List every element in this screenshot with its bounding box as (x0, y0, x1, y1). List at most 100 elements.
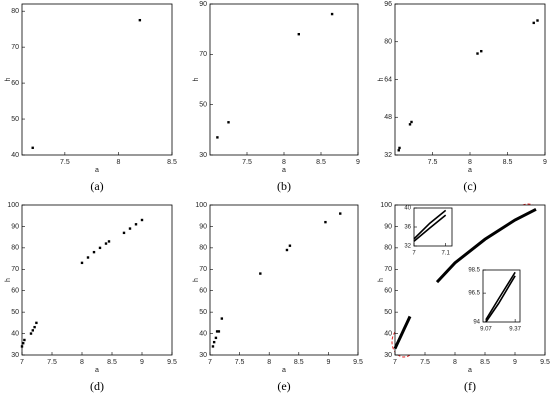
point (23, 338, 26, 342)
curve (485, 271, 516, 321)
point (227, 121, 230, 124)
x-tick-label: 9 (513, 359, 517, 366)
panel: 7.5 8 8.5 9 32 48 64 80 96 a h (c) (378, 1, 547, 193)
inset: 9.07 9.37 94 96.5 98.5 (468, 268, 521, 333)
y-tick-label: 32 (404, 244, 411, 250)
y-tick-label: 96.5 (468, 291, 480, 297)
point (22, 342, 25, 345)
y-tick-label: 80 (11, 8, 19, 15)
y-axis-label: h (378, 278, 385, 282)
panel-caption: (e) (277, 379, 290, 393)
point (285, 248, 289, 252)
y-tick-label: 94 (473, 320, 480, 326)
x-tick-label: 8 (453, 359, 457, 366)
y-tick-label: 30 (199, 352, 207, 359)
plot-frame (209, 204, 359, 356)
x-tick-label: 8.5 (107, 359, 117, 366)
point (29, 332, 33, 335)
y-tick-label: 70 (11, 44, 19, 51)
x-tick-label: 8 (116, 159, 120, 166)
y-tick-label: 60 (11, 288, 19, 295)
x-tick-label: 7.5 (420, 359, 430, 366)
curve (413, 214, 447, 242)
point (297, 33, 300, 36)
y-tick-label: 80 (199, 245, 207, 252)
x-tick-label: 7.5 (242, 159, 252, 166)
panel-caption: (a) (90, 179, 103, 193)
x-tick-label: 9 (543, 159, 547, 166)
point (216, 136, 219, 139)
x-tick-label: 9 (356, 159, 360, 166)
point (288, 244, 292, 247)
y-tick-label: 100 (195, 202, 207, 209)
y-tick-label: 60 (11, 80, 19, 87)
point (408, 123, 412, 126)
y-tick-label: 50 (11, 309, 19, 316)
curve (485, 275, 516, 323)
point (398, 146, 401, 150)
x-tick-label: 8 (267, 359, 271, 366)
x-tick-label: 9.37 (509, 327, 521, 333)
y-tick-label: 40 (404, 206, 411, 212)
x-tick-label: 8.5 (480, 359, 490, 366)
y-tick-label: 70 (11, 266, 19, 273)
x-tick-label: 9.5 (167, 359, 177, 366)
plot-frame (394, 3, 546, 156)
point (92, 250, 96, 254)
panel: 7 7.5 8 8.5 9 9.5 30 40 50 60 70 80 90 100 a h (e) (193, 202, 363, 393)
point (215, 330, 219, 333)
y-tick-label: 80 (11, 245, 19, 252)
point (214, 336, 218, 340)
point (31, 329, 34, 332)
y-tick-label: 30 (384, 352, 392, 359)
y-tick-label: 90 (384, 223, 392, 230)
point (211, 345, 215, 348)
point (134, 223, 138, 226)
point (86, 256, 90, 259)
panel: 7.5 8 8.5 40 50 60 70 80 a h (a) (5, 3, 177, 193)
y-tick-label: 48 (384, 114, 392, 121)
y-tick-label: 40 (199, 330, 207, 337)
x-tick-label: 8 (282, 159, 286, 166)
x-tick-label: 9.5 (353, 359, 363, 366)
x-tick-label: 8.5 (294, 359, 304, 366)
curve (435, 207, 537, 284)
y-tick-label: 60 (199, 288, 207, 295)
y-tick-label: 70 (199, 51, 207, 58)
point (259, 272, 262, 275)
point (107, 240, 111, 243)
y-axis-label: h (5, 77, 12, 81)
point (35, 321, 38, 325)
y-tick-label: 64 (384, 76, 392, 83)
point (217, 330, 221, 333)
point (31, 146, 34, 150)
point (330, 12, 334, 16)
point (98, 246, 102, 250)
point (212, 340, 216, 344)
y-tick-label: 30 (199, 152, 207, 159)
plot-frame (21, 204, 173, 356)
y-tick-label: 50 (11, 116, 19, 123)
x-tick-label: 7.5 (428, 159, 438, 166)
point (532, 21, 535, 25)
plot-frame (209, 3, 359, 156)
x-tick-label: 7.5 (60, 159, 70, 166)
panel-caption: (d) (90, 379, 104, 393)
x-axis-label: a (95, 167, 99, 174)
x-tick-label: 7.1 (441, 251, 450, 257)
y-tick-label: 36 (404, 225, 411, 231)
point (339, 212, 342, 215)
x-tick-label: 8.5 (316, 159, 326, 166)
y-tick-label: 100 (7, 202, 19, 209)
y-tick-label: 90 (199, 1, 207, 8)
inset: 7 7.1 32 36 40 (404, 206, 453, 257)
panel: 7 7.5 8 8.5 9 9.5 30 40 50 60 70 80 90 100 a h (d) (5, 202, 177, 393)
y-tick-label: 80 (384, 245, 392, 252)
plot-frame (413, 207, 453, 247)
x-axis-label: a (468, 167, 472, 174)
y-tick-label: 90 (199, 223, 207, 230)
point (140, 218, 144, 222)
x-tick-label: 9 (326, 359, 330, 366)
